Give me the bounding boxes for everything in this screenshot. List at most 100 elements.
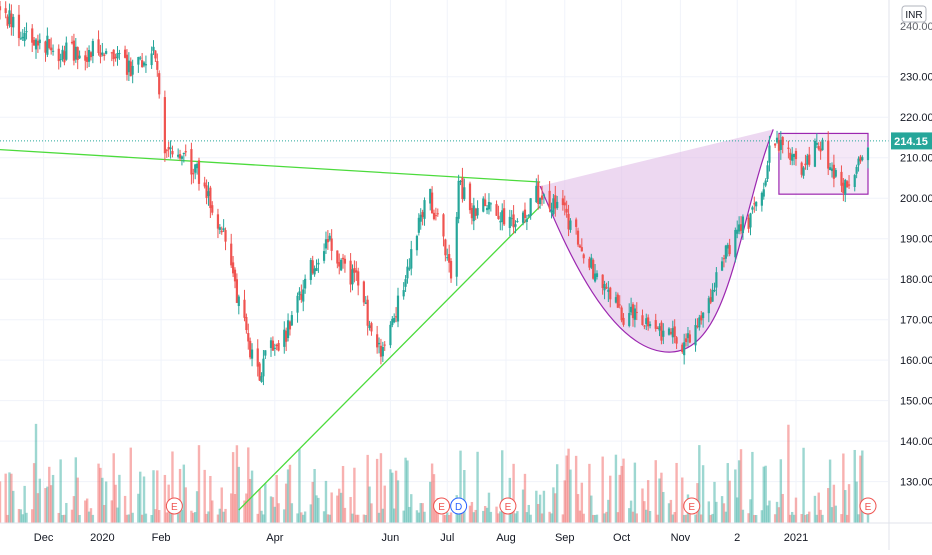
volume-bar (85, 498, 89, 523)
volume-bar (341, 465, 345, 523)
candle-body (521, 212, 525, 223)
volume-bar (322, 511, 326, 523)
candle-body (256, 348, 259, 367)
volume-bar (739, 449, 743, 523)
volume-bar (31, 509, 34, 523)
volume-bar (502, 507, 506, 523)
volume-bar (555, 464, 559, 523)
candle-body (194, 164, 197, 173)
candle-body (593, 273, 597, 282)
candle-body (540, 195, 544, 200)
candle-body (485, 207, 489, 211)
x-tick-label: Dec (34, 532, 54, 544)
currency-badge[interactable]: INR (901, 5, 927, 23)
dividend-marker[interactable]: D (450, 497, 468, 515)
volume-bar (237, 466, 240, 523)
volume-bar (343, 507, 347, 523)
volume-bar (99, 467, 102, 523)
volume-bar (290, 503, 294, 523)
candle-body (370, 323, 373, 332)
candle-body (408, 268, 411, 270)
volume-bar (264, 483, 267, 523)
candle-body (715, 272, 718, 288)
y-tick-label: 220.00 (900, 112, 932, 124)
volume-bar (832, 484, 836, 523)
candle-body (156, 61, 159, 70)
candle-body (44, 41, 47, 53)
x-tick-label: Feb (152, 532, 171, 544)
volume-bar (192, 512, 195, 523)
candle-body (110, 52, 113, 54)
volume-bar (326, 514, 330, 523)
candle-body (127, 60, 130, 73)
volume-bar (271, 497, 275, 523)
candle-body (377, 342, 381, 345)
candle-body (245, 317, 248, 331)
volume-bar (104, 481, 108, 523)
candle-body (563, 202, 566, 206)
candle-body (448, 254, 451, 263)
earnings-marker[interactable]: E (859, 497, 877, 515)
pattern-drawings[interactable] (0, 129, 889, 511)
volume-bar (550, 513, 553, 523)
candle-body (258, 363, 261, 381)
earnings-marker[interactable]: E (499, 497, 517, 515)
candle-body (855, 166, 858, 174)
candle-body (154, 50, 157, 59)
volume-bar (660, 472, 663, 523)
candle-body (622, 317, 625, 325)
earnings-marker[interactable]: E (165, 497, 183, 515)
candle-body (647, 317, 650, 327)
volume-bar (300, 512, 303, 523)
candle-body (671, 328, 674, 338)
candle-body (630, 306, 633, 313)
volume-bar (394, 470, 398, 523)
candle-body (747, 217, 750, 229)
marker-label: E (438, 502, 445, 513)
volume-bar (514, 513, 517, 523)
volume-bar (303, 511, 307, 523)
candle-body (394, 316, 398, 318)
candle-body (152, 46, 155, 51)
candle-body (461, 177, 464, 200)
x-tick-label: Jul (440, 532, 454, 544)
volume-bar (220, 487, 223, 523)
x-tick-label: Nov (671, 532, 691, 544)
candle-body (468, 183, 472, 211)
volume-bar (230, 493, 233, 523)
volume-bar (309, 504, 313, 523)
y-tick-label-partial: 240.00 (900, 21, 932, 33)
earnings-marker[interactable]: E (683, 497, 701, 515)
volume-bar (609, 475, 612, 523)
candle-body (512, 214, 515, 228)
candle-body (736, 229, 739, 234)
candle-body (10, 13, 13, 28)
candle-body (654, 320, 657, 329)
volume-bar (277, 503, 280, 523)
volume-bar (622, 458, 625, 523)
candle-body (755, 201, 758, 207)
volume-bar (834, 505, 837, 523)
candle-body (749, 213, 752, 228)
price-axis[interactable]: INR 240.00 230.00 220.00 210.00 200.00 190.0… (891, 5, 932, 489)
candle-body (728, 245, 731, 255)
volume-bar (156, 470, 159, 523)
volume-bar (8, 472, 11, 523)
candle-body (514, 224, 517, 227)
volume-bar (91, 514, 95, 523)
candle-body (86, 57, 89, 62)
volume-bar (379, 453, 383, 523)
candle-body (673, 326, 676, 337)
earnings-marker[interactable]: E (433, 497, 451, 515)
candle-body (406, 266, 409, 279)
volume-bar (182, 464, 186, 523)
candle-body (556, 201, 559, 209)
volume-bar (538, 494, 542, 523)
volume-bar (284, 483, 288, 523)
volume-bar (419, 503, 422, 523)
x-tick-label: Sep (555, 532, 575, 544)
